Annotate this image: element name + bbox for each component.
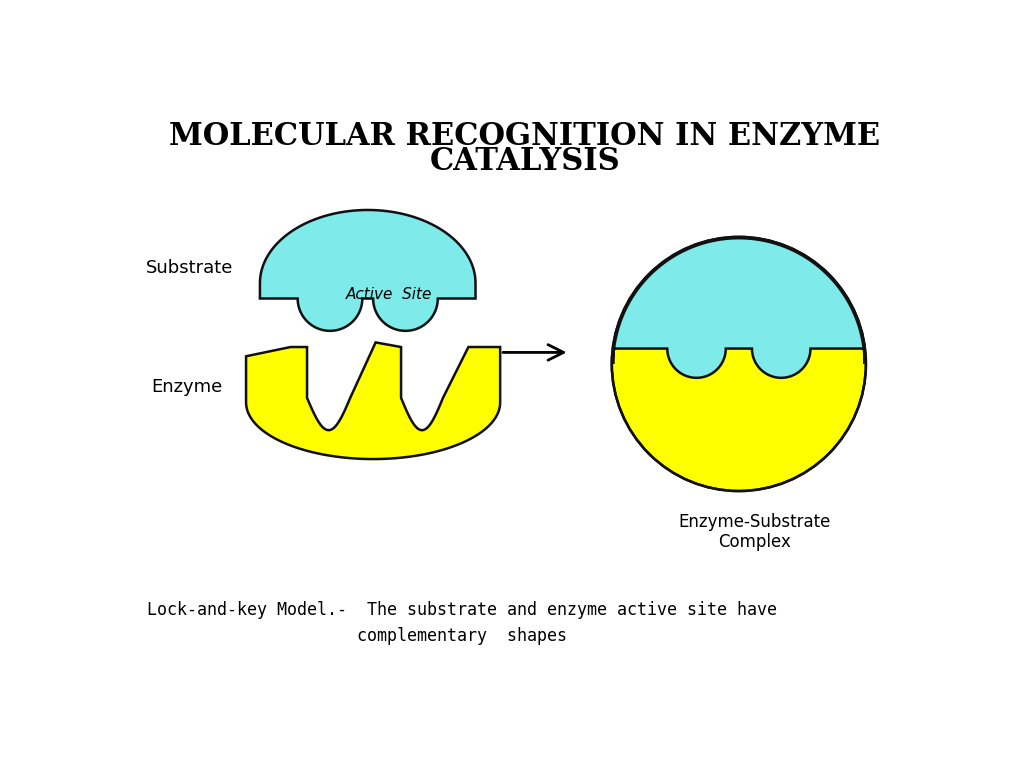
Polygon shape bbox=[246, 343, 500, 459]
Text: complementary  shapes: complementary shapes bbox=[356, 627, 566, 645]
Polygon shape bbox=[260, 210, 475, 331]
Text: CATALYSIS: CATALYSIS bbox=[429, 146, 621, 177]
Circle shape bbox=[611, 237, 866, 491]
Text: Enzyme-Substrate
Complex: Enzyme-Substrate Complex bbox=[678, 512, 830, 551]
Text: Active  Site: Active Site bbox=[345, 287, 432, 303]
Text: Enzyme: Enzyme bbox=[152, 378, 223, 396]
Text: MOLECULAR RECOGNITION IN ENZYME: MOLECULAR RECOGNITION IN ENZYME bbox=[169, 121, 881, 152]
Text: Substrate: Substrate bbox=[145, 259, 233, 276]
Polygon shape bbox=[613, 238, 864, 378]
Text: Lock-and-key Model.-  The substrate and enzyme active site have: Lock-and-key Model.- The substrate and e… bbox=[146, 601, 776, 619]
